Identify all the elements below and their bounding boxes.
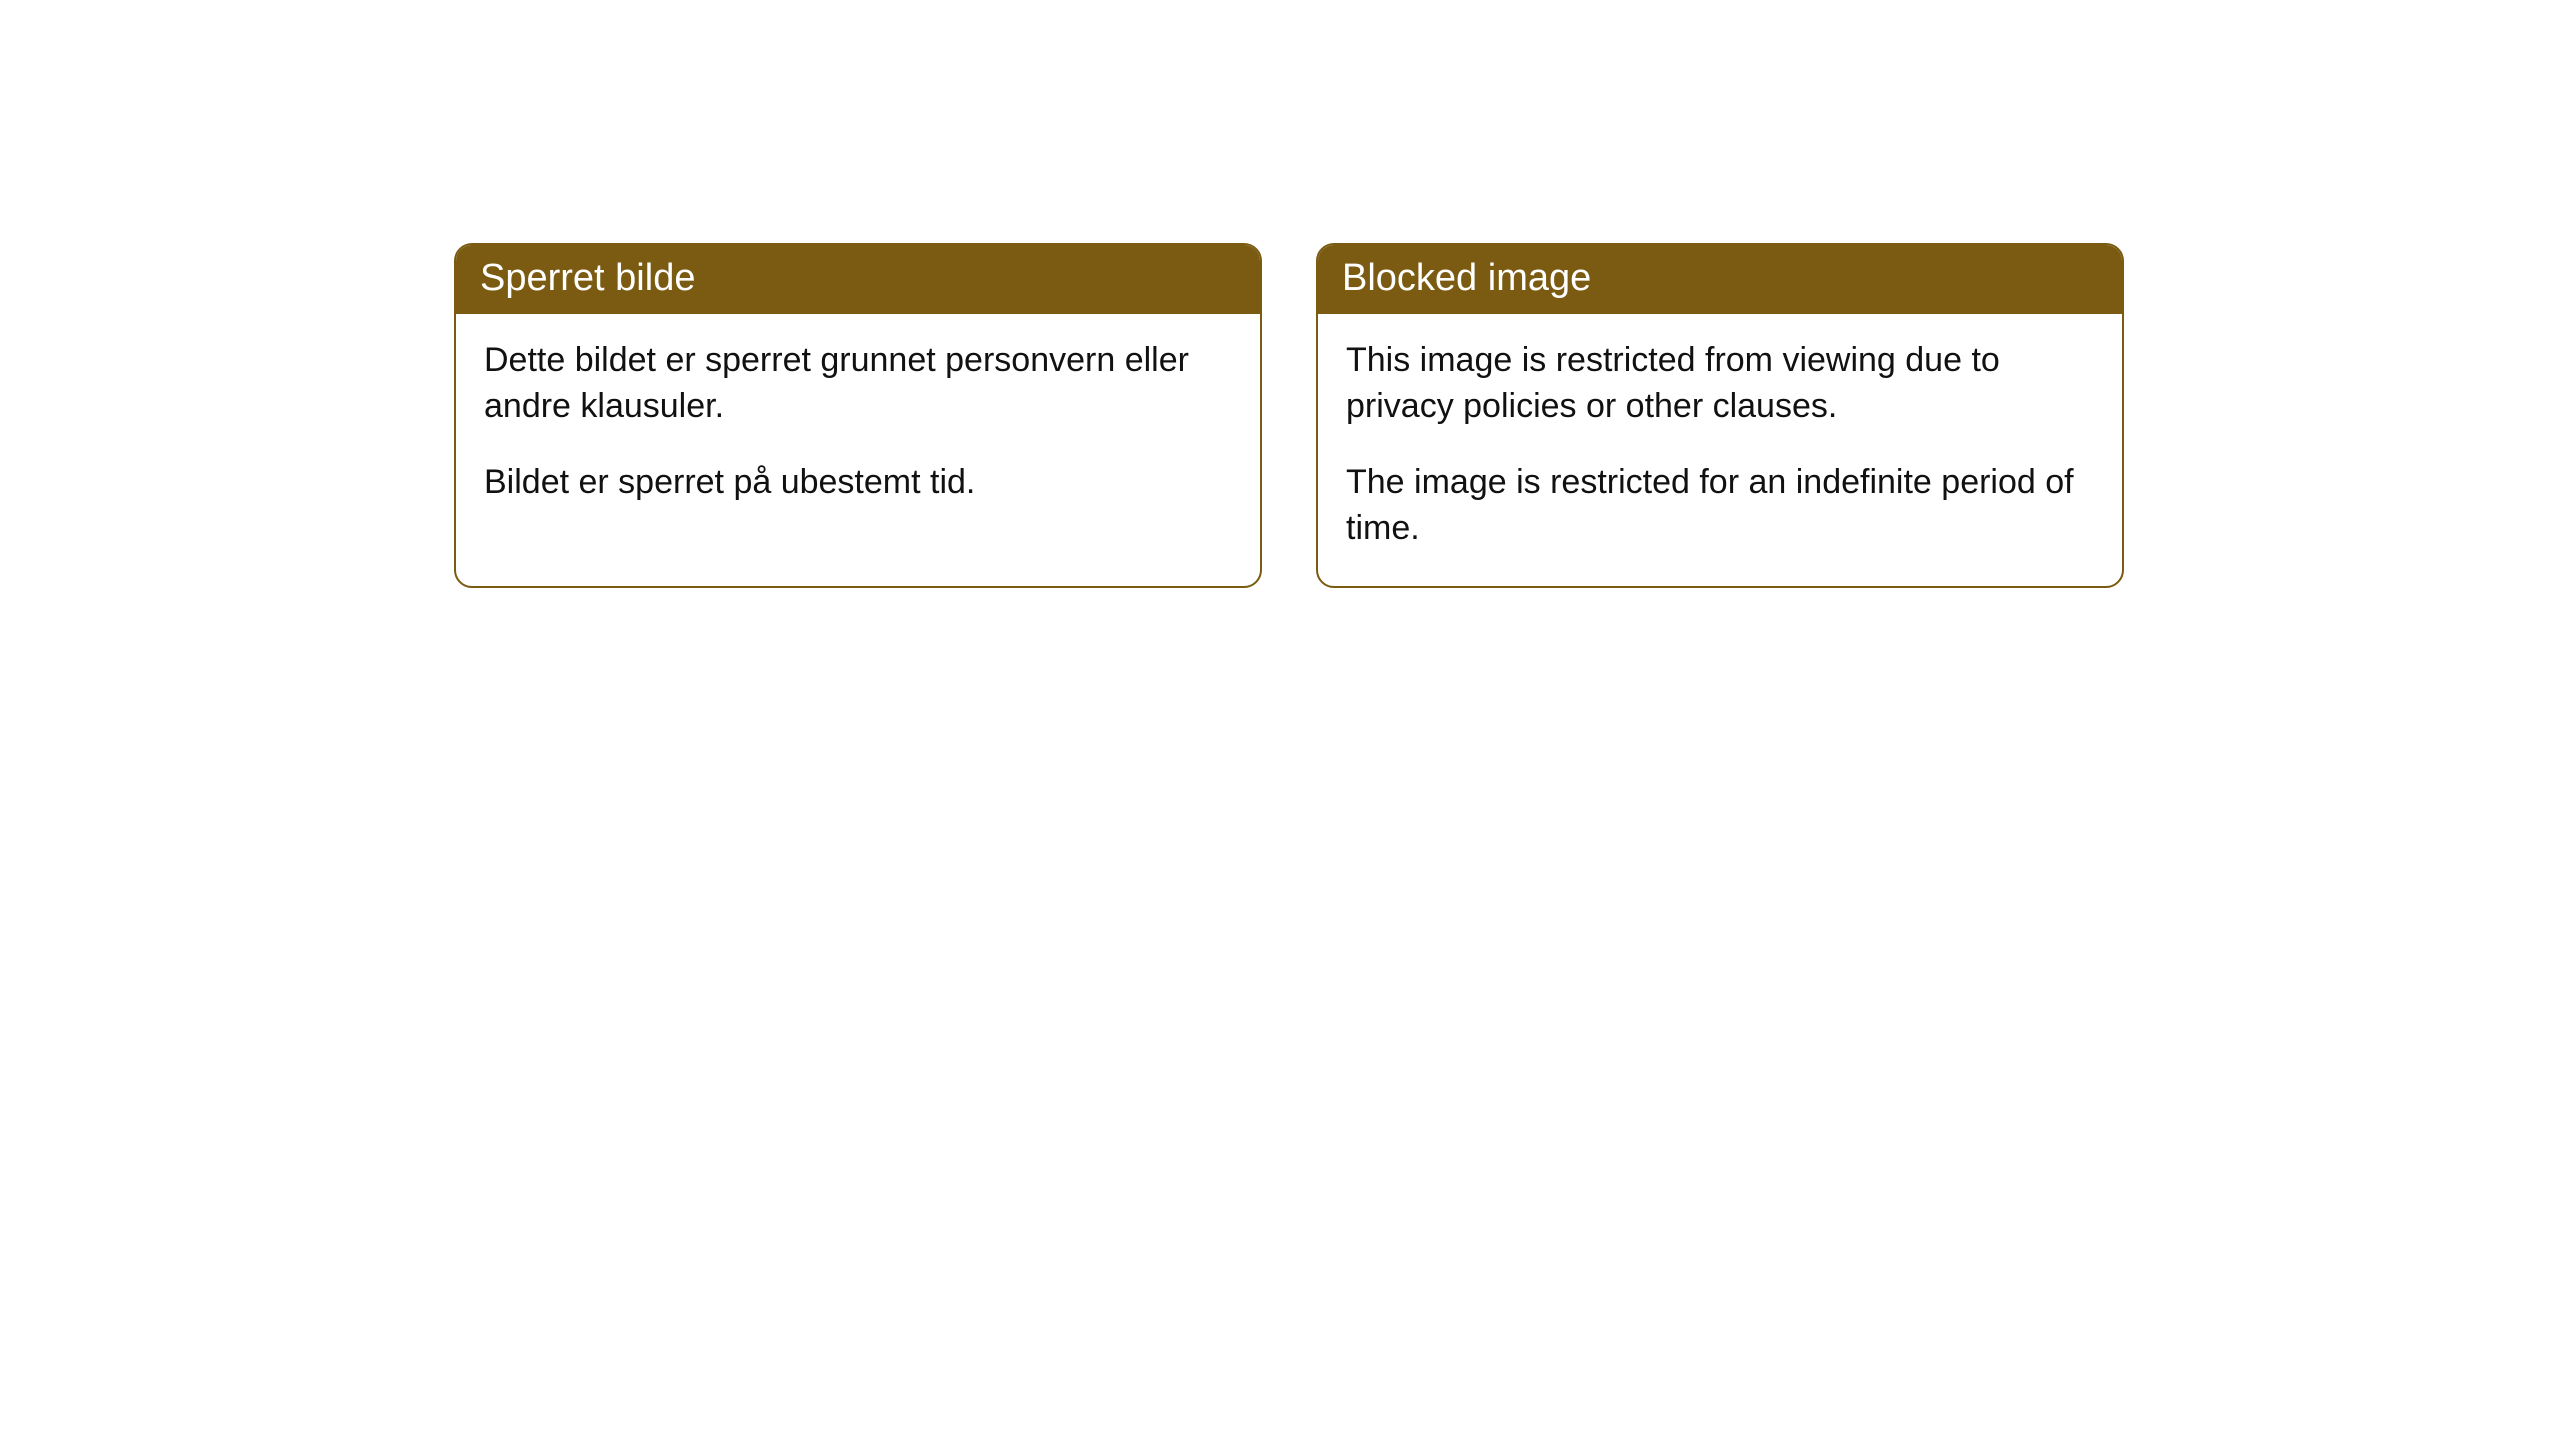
notice-card-english: Blocked image This image is restricted f… <box>1316 243 2124 588</box>
card-header: Sperret bilde <box>456 245 1260 314</box>
card-paragraph: The image is restricted for an indefinit… <box>1346 460 2094 552</box>
card-paragraph: This image is restricted from viewing du… <box>1346 338 2094 430</box>
notice-cards-container: Sperret bilde Dette bildet er sperret gr… <box>454 243 2124 588</box>
card-header: Blocked image <box>1318 245 2122 314</box>
card-body: This image is restricted from viewing du… <box>1318 314 2122 586</box>
card-paragraph: Bildet er sperret på ubestemt tid. <box>484 460 1232 506</box>
card-paragraph: Dette bildet er sperret grunnet personve… <box>484 338 1232 430</box>
card-title: Sperret bilde <box>480 257 695 299</box>
card-title: Blocked image <box>1342 257 1591 299</box>
card-body: Dette bildet er sperret grunnet personve… <box>456 314 1260 540</box>
notice-card-norwegian: Sperret bilde Dette bildet er sperret gr… <box>454 243 1262 588</box>
